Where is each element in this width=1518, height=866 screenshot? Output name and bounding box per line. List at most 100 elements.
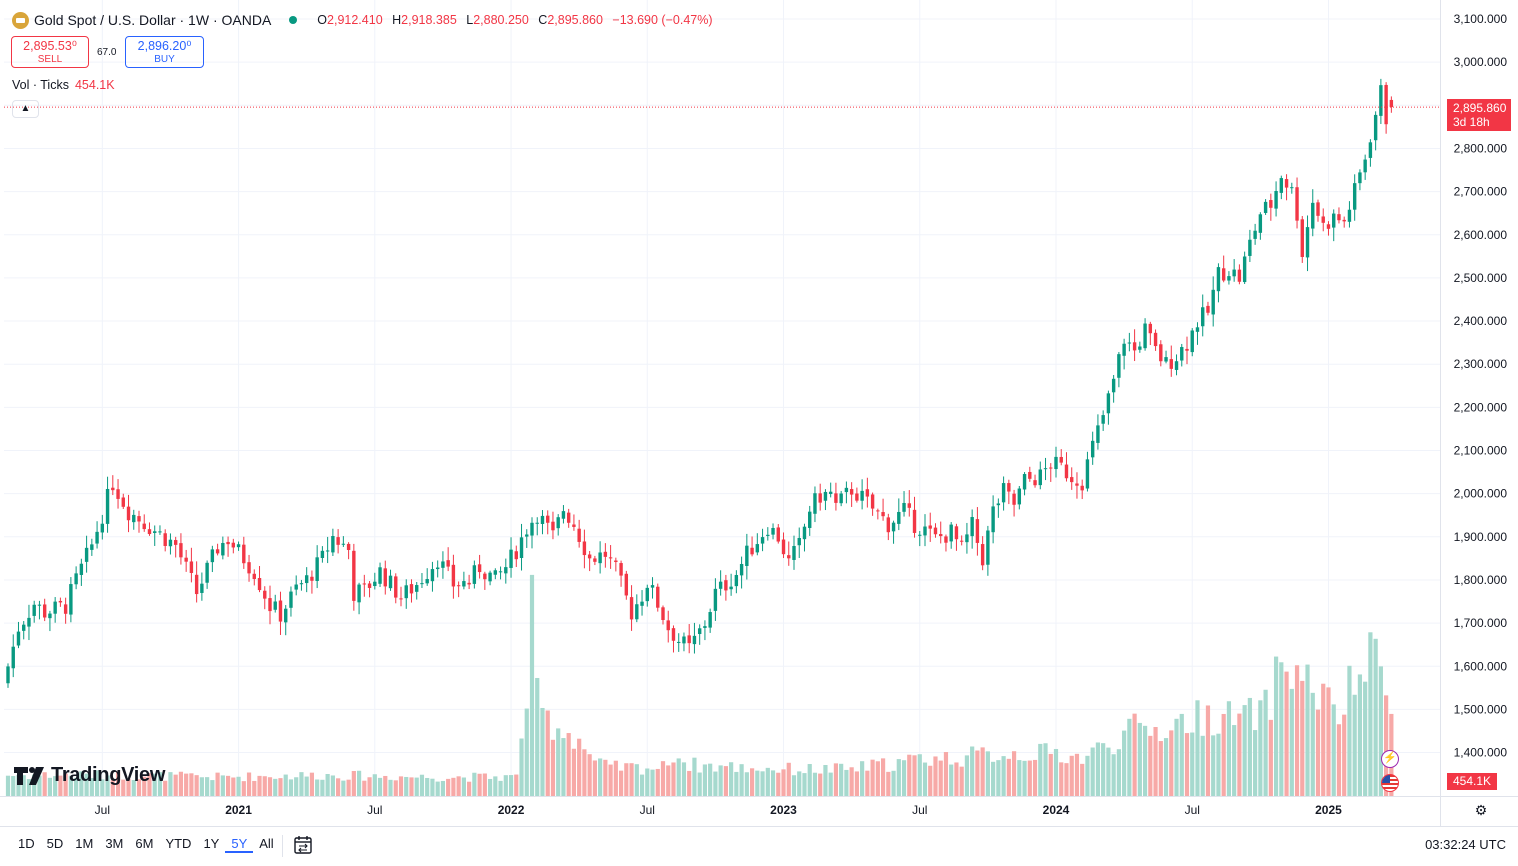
- volume-bar: [246, 772, 252, 796]
- candle-body: [677, 641, 681, 643]
- volume-bar: [545, 710, 550, 796]
- candle-body: [383, 568, 387, 587]
- candle-body: [252, 573, 256, 579]
- candle-body: [556, 517, 560, 529]
- volume-bar: [1106, 747, 1111, 796]
- candle-body: [551, 521, 555, 531]
- volume-bar: [451, 777, 456, 796]
- volume-bar: [618, 770, 624, 796]
- candle-body: [970, 517, 974, 537]
- candle-body: [1033, 480, 1037, 486]
- volume-bar: [173, 774, 178, 796]
- range-all[interactable]: All: [259, 836, 274, 851]
- range-6m[interactable]: 6M: [135, 836, 154, 851]
- candle-body: [1122, 343, 1126, 356]
- lightning-event-icon[interactable]: ⚡: [1381, 750, 1399, 768]
- x-tick-label: 2023: [770, 803, 797, 817]
- candle-body: [530, 522, 534, 536]
- candle-body: [215, 549, 220, 554]
- y-tick-label: 1,900.000: [1454, 530, 1508, 544]
- range-1y[interactable]: 1Y: [203, 836, 220, 851]
- candle-body: [1368, 142, 1373, 158]
- volume-bar: [1258, 700, 1263, 796]
- date-range-calendar-icon[interactable]: [292, 835, 314, 855]
- volume-bar: [68, 775, 73, 796]
- candle-body: [949, 524, 953, 542]
- volume-bar: [587, 754, 592, 796]
- candle-body: [860, 490, 864, 501]
- us-flag-event-icon[interactable]: [1381, 774, 1399, 792]
- volume-bar: [943, 752, 949, 796]
- candle-body: [142, 523, 146, 530]
- candlesticks: [6, 78, 1394, 688]
- chart-settings-gear-icon[interactable]: ⚙: [1474, 802, 1488, 818]
- candle-body: [1075, 483, 1079, 486]
- range-3m[interactable]: 3M: [105, 836, 124, 851]
- volume-bar: [482, 773, 487, 796]
- candle-body: [394, 576, 398, 598]
- candle-body: [27, 617, 31, 627]
- candle-body: [352, 550, 356, 601]
- candle-body: [210, 549, 215, 563]
- volume-bar: [131, 779, 136, 796]
- volume-bar: [1011, 751, 1017, 796]
- volume-bar: [404, 776, 409, 796]
- candle-body: [760, 537, 765, 544]
- candle-body: [671, 628, 676, 641]
- utc-clock[interactable]: 03:32:24 UTC: [1425, 837, 1506, 852]
- volume-bar: [791, 775, 797, 796]
- candle-body: [598, 552, 602, 564]
- candle-body: [818, 493, 822, 503]
- range-5d[interactable]: 5D: [46, 836, 64, 851]
- volume-bar: [718, 765, 723, 796]
- symbol-title[interactable]: Gold Spot / U.S. Dollar · 1W · OANDA: [34, 12, 272, 28]
- candle-body: [1232, 269, 1236, 277]
- candle-body: [257, 578, 262, 591]
- candle-body: [1070, 477, 1074, 483]
- range-1d[interactable]: 1D: [18, 836, 35, 851]
- tradingview-logo[interactable]: TradingView: [14, 763, 165, 787]
- volume-bar: [1315, 709, 1321, 796]
- volume-bar: [624, 763, 629, 796]
- volume-bar: [1352, 694, 1357, 796]
- collapse-legend-button[interactable]: ▲: [12, 100, 39, 118]
- volume-bar: [472, 772, 477, 796]
- volume-bar: [901, 760, 907, 796]
- candle-body: [509, 549, 513, 568]
- candle-body: [493, 570, 498, 575]
- volume-bar: [922, 762, 928, 796]
- range-ytd[interactable]: YTD: [165, 836, 192, 851]
- range-5y[interactable]: 5Y: [225, 836, 254, 853]
- volume-bar: [660, 761, 666, 796]
- volume-bar: [142, 776, 147, 796]
- candle-body: [483, 573, 487, 580]
- volume-bar: [681, 762, 687, 796]
- candle-body: [577, 528, 581, 542]
- buy-button[interactable]: 2,896.20⁰ BUY: [125, 36, 204, 68]
- volume-bar: [47, 777, 53, 796]
- candle-body: [881, 512, 885, 517]
- candle-body: [273, 601, 277, 610]
- candle-body: [902, 502, 906, 512]
- candle-body: [561, 511, 566, 519]
- range-1m[interactable]: 1M: [75, 836, 94, 851]
- candle-body: [1248, 239, 1252, 256]
- candle-body: [1153, 332, 1158, 347]
- volume-bar: [273, 778, 278, 796]
- sell-button[interactable]: 2,895.53⁰ SELL: [11, 36, 89, 68]
- volume-bar: [954, 762, 959, 796]
- candle-body: [58, 600, 63, 603]
- volume-bar: [1064, 763, 1069, 796]
- candle-body: [1043, 468, 1048, 470]
- volume-bar: [540, 707, 545, 796]
- tradingview-logo-icon: [14, 767, 44, 785]
- volume-bar: [1247, 697, 1252, 796]
- price-chart[interactable]: 1,400.000 1,500.000 1,600.000 1,700.000 1,80…: [0, 0, 1518, 826]
- volume-bar: [1268, 719, 1273, 796]
- volume-bar: [1132, 713, 1137, 796]
- volume-legend[interactable]: Vol · Ticks 454.1K: [12, 78, 115, 92]
- last-price-tag: 2,895.860 3d 18h: [1447, 99, 1511, 131]
- volume-bar: [414, 777, 419, 796]
- volume-bar: [1017, 760, 1022, 796]
- candle-body: [168, 539, 173, 547]
